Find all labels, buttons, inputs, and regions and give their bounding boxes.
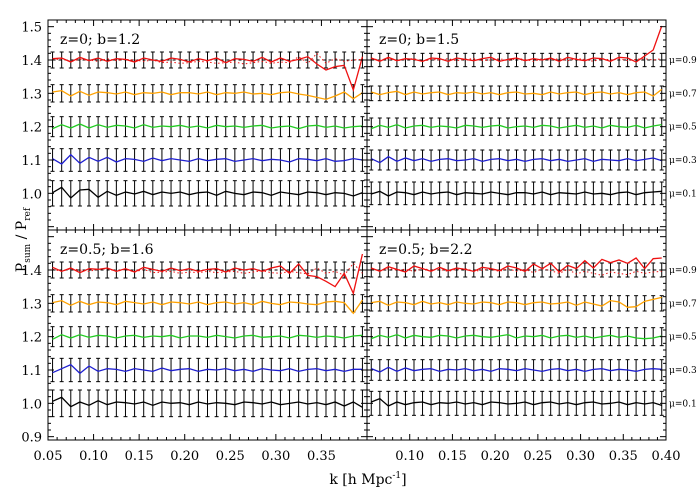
- mu-label: μ=0.5: [669, 123, 697, 133]
- series-line-mu-0.7: [371, 296, 662, 308]
- mu-label: μ=0.9: [669, 266, 697, 276]
- panel-1: z=0; b=1.2: [47, 19, 368, 231]
- ticks-layer: 0.05 0.10 0.15 0.20 0.25 0.30 0.35 0.10 0.15 0.20…: [21, 21, 680, 464]
- x-tick-label: 0.15: [438, 449, 467, 464]
- series-line-mu-0.5: [371, 123, 662, 130]
- mu-label: μ=0.3: [669, 366, 697, 376]
- x-tick-label: 0.30: [261, 449, 290, 464]
- mu-label: μ=0.1: [669, 399, 697, 409]
- x-tick-label: 0.10: [395, 449, 424, 464]
- panel-title: z=0; b=1.2: [60, 32, 140, 48]
- y-tick-label: 1.1: [21, 154, 42, 169]
- panel-4: z=0.5; b=2.2 μ=0.1 μ=0.3 μ=0.5 μ=0.7 μ=0.9: [366, 229, 697, 441]
- series-line-mu-0.9: [371, 257, 662, 273]
- x-tick-label: 0.05: [34, 449, 63, 464]
- x-tick-label: 0.20: [170, 449, 199, 464]
- y-tick-label: 1.2: [21, 121, 42, 136]
- mu-label: μ=0.9: [669, 56, 697, 66]
- y-tick-label: 1.5: [21, 21, 42, 36]
- y-tick-label: 1.4: [21, 54, 42, 69]
- y-tick-label: 1.3: [21, 87, 42, 102]
- panel-title: z=0.5; b=2.2: [379, 242, 473, 258]
- series-line-mu-0.5: [52, 333, 363, 340]
- series-line-mu-0.1: [52, 186, 363, 199]
- y-tick-label: 1.0: [21, 187, 42, 202]
- series-line-mu-0.1: [371, 190, 662, 197]
- x-axis-label: k [h Mpc-1]: [329, 471, 406, 488]
- panel-plot-area: [369, 25, 664, 206]
- panel-2: z=0; b=1.5 μ=0.1 μ=0.3 μ=0.5 μ=0.7 μ=0.9: [366, 19, 697, 231]
- series-line-mu-0.9: [52, 253, 364, 296]
- series-line-mu-0.9-dotted: [371, 268, 662, 276]
- series-line-mu-0.7: [371, 88, 663, 97]
- x-tick-label: 0.20: [481, 449, 510, 464]
- series-line-mu-0.5: [52, 123, 363, 130]
- series-line-mu-0.7: [52, 89, 363, 101]
- series-line-mu-0.9: [371, 25, 663, 63]
- panel-plot-area: [369, 257, 664, 416]
- series-line-mu-0.7: [52, 299, 363, 315]
- y-tick-label: 1.1: [21, 364, 42, 379]
- x-tick-label: 0.15: [125, 449, 154, 464]
- x-tick-label: 0.35: [609, 449, 638, 464]
- panels-layer: z=0; b=1.2 z=0; b=1.5 μ=0.1 μ=0.3 μ=0.5 μ=0.7…: [47, 19, 697, 441]
- y-tick-label: 1.0: [21, 397, 42, 412]
- panel-3: z=0.5; b=1.6: [47, 229, 368, 441]
- series-line-mu-0.1: [371, 397, 662, 407]
- series-line-mu-0.5: [371, 333, 662, 340]
- x-tick-label: 0.25: [216, 449, 245, 464]
- panel-frame: [366, 229, 667, 441]
- series-line-mu-0.1: [52, 396, 363, 408]
- series-line-mu-0.9: [52, 55, 364, 93]
- x-tick-label: 0.40: [652, 449, 681, 464]
- y-axis-label: Psum / Pref: [14, 207, 33, 272]
- x-tick-label: 0.30: [566, 449, 595, 464]
- series-line-mu-0.3: [370, 155, 662, 164]
- series-line-mu-0.3: [52, 153, 363, 165]
- x-tick-label: 0.35: [307, 449, 336, 464]
- mu-label: μ=0.7: [669, 89, 697, 99]
- y-tick-label: 0.9: [21, 431, 42, 446]
- x-tick-label: 0.10: [79, 449, 108, 464]
- mu-label: μ=0.7: [669, 299, 697, 309]
- y-tick-label: 1.4: [21, 264, 42, 279]
- y-tick-label: 1.2: [21, 331, 42, 346]
- mu-label: μ=0.1: [669, 189, 697, 199]
- mu-label: μ=0.5: [669, 333, 697, 343]
- mu-label: μ=0.3: [669, 156, 697, 166]
- y-tick-label: 1.3: [21, 297, 42, 312]
- x-tick-label: 0.25: [523, 449, 552, 464]
- series-line-mu-0.3: [371, 366, 662, 373]
- panel-plot-area: [50, 51, 365, 207]
- series-line-mu-0.3: [52, 363, 363, 375]
- panel-title: z=0; b=1.5: [379, 32, 459, 48]
- panel-plot-area: [50, 253, 365, 418]
- panel-title: z=0.5; b=1.6: [60, 242, 154, 258]
